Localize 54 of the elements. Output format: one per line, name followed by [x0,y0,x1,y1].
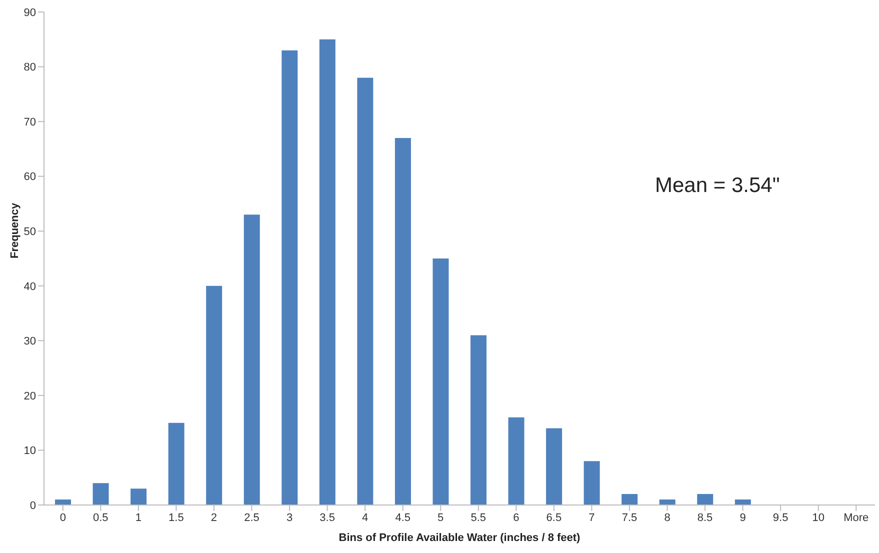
bar [697,494,714,505]
x-tick-label: 4.5 [395,512,410,524]
y-tick-label: 60 [24,171,36,184]
x-tick-label: 1.5 [168,512,184,524]
y-tick-label: 30 [24,336,36,348]
y-tick-label: 70 [24,116,36,128]
bar [244,214,260,505]
x-tick-label: 7 [588,512,595,524]
x-tick-label: 2.5 [244,512,260,524]
bar [432,258,449,505]
x-tick-label: 3.5 [320,512,335,524]
x-tick-label: More [844,512,869,524]
x-tick-label: 1 [135,512,142,524]
bar [92,483,109,505]
y-tick-label: 10 [24,445,36,458]
x-tick-label: 9 [740,512,746,524]
y-tick-label: 90 [24,6,36,19]
x-tick-label: 7.5 [622,512,638,524]
bar [282,50,298,505]
x-tick-label: 8.5 [697,512,713,524]
bar [584,461,600,505]
x-tick-label: 0 [60,512,66,524]
x-tick-label: 6.5 [546,512,562,524]
bar [394,138,411,505]
bar [168,422,184,505]
bar [357,78,374,505]
x-tick-label: 6 [513,512,520,524]
bar [622,494,638,505]
x-tick-label: 4 [362,512,368,524]
y-tick-label: 80 [24,62,36,74]
x-tick-label: 8 [664,512,670,524]
x-tick-label: 5 [438,512,444,524]
x-tick-label: 9.5 [772,512,788,524]
x-tick-label: 2 [210,512,218,524]
x-tick-label: 5.5 [470,512,486,524]
y-tick-label: 40 [24,280,36,293]
bar [470,335,486,505]
bar [206,286,222,505]
y-axis-title: Frequency [8,202,21,258]
bar [319,39,336,505]
annotation: Mean = 3.54" [655,174,780,198]
x-tick-label: 0.5 [93,512,108,524]
y-tick-label: 20 [24,390,36,402]
x-axis-title: Bins of Profile Available Water (inches / 8 feet) [338,532,581,544]
bar [659,500,676,505]
x-tick-label: 3 [286,512,293,524]
y-tick-label: 0 [30,500,36,512]
bar [130,488,147,505]
bar [55,500,71,505]
y-tick-label: 50 [24,226,36,238]
bar [508,417,524,505]
bar [734,500,751,505]
x-tick-label: 10 [812,512,824,524]
bar [546,428,562,505]
